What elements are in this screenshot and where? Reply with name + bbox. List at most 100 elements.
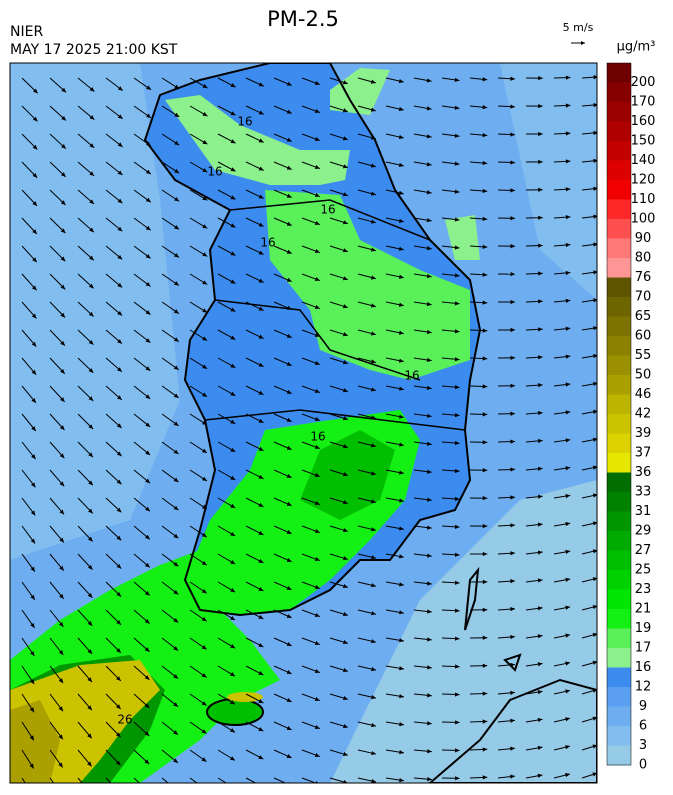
wind-arrowhead (426, 190, 432, 195)
wind-arrowhead (482, 635, 488, 640)
wind-arrowhead (565, 326, 571, 331)
wind-arrowhead (87, 705, 92, 711)
contour-label: 16 (404, 369, 419, 383)
wind-arrowhead (537, 689, 543, 695)
wind-arrowhead (371, 778, 376, 783)
wind-arrowhead (454, 189, 460, 194)
wind-arrowhead (144, 759, 150, 765)
wind-arrowhead (60, 312, 66, 318)
wind-arrowhead (89, 143, 95, 148)
wind-arrowhead (314, 304, 320, 310)
wind-arrowhead (426, 525, 432, 530)
wind-arrowhead (592, 660, 597, 665)
colorbar-swatch (607, 199, 631, 220)
wind-arrowhead (482, 719, 488, 724)
wind-arrowhead (398, 106, 404, 112)
wind-arrowhead (230, 279, 236, 284)
wind-arrowhead (116, 704, 121, 710)
wind-arrowhead (593, 214, 597, 219)
wind-arrowhead (173, 786, 178, 791)
wind-arrowhead (202, 392, 208, 397)
wind-arrowhead (371, 499, 376, 504)
wind-arrowhead (58, 734, 63, 740)
wind-arrowhead (87, 536, 93, 542)
wind-arrowhead (59, 537, 64, 543)
wind-arrowhead (537, 717, 543, 723)
colorbar-label: 60 (635, 329, 652, 344)
wind-arrowhead (371, 443, 376, 448)
wind-arrowhead (342, 472, 348, 477)
wind-arrowhead (314, 108, 320, 113)
colorbar-label: 120 (631, 173, 656, 188)
wind-arrowhead (202, 224, 208, 229)
wind-arrowhead (370, 415, 376, 420)
wind-arrowhead (174, 225, 180, 230)
colorbar: 2001701601501401201101009080767065605550… (606, 62, 656, 773)
wind-arrowhead (286, 81, 292, 86)
wind-arrowhead (510, 746, 515, 751)
wind-arrowhead (510, 76, 515, 81)
wind-arrowhead (426, 162, 432, 167)
wind-arrowhead (399, 470, 404, 475)
wind-arrowhead (538, 76, 543, 81)
contour-label: 16 (207, 165, 222, 179)
wind-arrowhead (314, 444, 320, 450)
wind-arrowhead (343, 696, 348, 701)
wind-arrowhead (538, 159, 543, 165)
wind-arrowhead (88, 480, 93, 486)
wind-arrowhead (314, 80, 320, 85)
wind-arrowhead (202, 448, 207, 453)
wind-arrowhead (201, 532, 207, 538)
wind-arrowhead (427, 693, 432, 698)
wind-arrowhead (116, 620, 121, 625)
wind-arrowhead (342, 332, 348, 337)
wind-arrowhead (173, 477, 179, 483)
pm-patch (10, 700, 60, 783)
wind-arrowhead (59, 425, 65, 431)
wind-arrowhead (201, 476, 207, 481)
wind-arrowhead (592, 577, 597, 582)
wind-arrowhead (173, 533, 179, 539)
wind-arrowhead (145, 394, 151, 399)
wind-arrowhead (116, 789, 121, 794)
contour-label: 16 (260, 236, 275, 250)
province-border (204, 199, 466, 431)
wind-arrowhead (61, 87, 67, 93)
wind-arrowhead (174, 253, 179, 258)
wind-arrowhead (286, 137, 292, 142)
wind-arrowhead (116, 479, 122, 485)
colorbar-label: 25 (635, 563, 652, 578)
wind-arrowhead (482, 775, 488, 780)
wind-arrowhead (537, 606, 543, 611)
wind-arrowhead (202, 308, 208, 313)
wind-arrowhead (31, 426, 36, 431)
wind-arrowhead (538, 327, 543, 332)
wind-arrow (133, 777, 141, 783)
wind-arrowhead (343, 723, 348, 729)
wind-arrowhead (454, 412, 460, 418)
wind-arrowhead (30, 538, 36, 544)
wind-arrowhead (482, 440, 488, 445)
pm-patch (227, 692, 263, 702)
wind-arrowhead (258, 194, 264, 199)
colorbar-swatch (607, 628, 631, 649)
wind-arrowhead (592, 716, 597, 721)
wind-arrowhead (454, 301, 460, 306)
wind-arrowhead (510, 355, 516, 360)
wind-arrowhead (482, 412, 488, 417)
wind-arrowhead (117, 311, 123, 316)
wind-arrowhead (510, 299, 516, 305)
wind-arrowhead (454, 524, 460, 529)
wind-arrowhead (230, 419, 236, 424)
wind-arrowhead (426, 78, 432, 83)
colorbar-label: 9 (639, 699, 647, 714)
wind-arrowhead (426, 329, 432, 335)
wind-arrowhead (230, 644, 236, 649)
wind-arrowhead (230, 391, 236, 396)
wind-arrowhead (32, 88, 38, 94)
colorbar-swatch (607, 219, 631, 239)
wind-arrowhead (144, 562, 150, 568)
colorbar-label: 42 (635, 407, 652, 422)
wind-arrowhead (145, 310, 151, 315)
wind-arrowhead (537, 438, 543, 444)
